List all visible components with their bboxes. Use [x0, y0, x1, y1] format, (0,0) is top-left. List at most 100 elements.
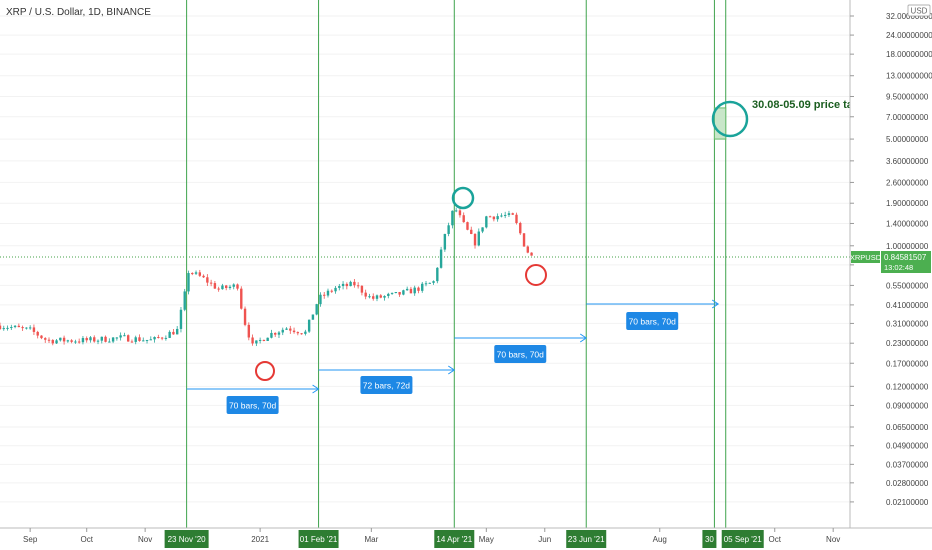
price-tick-label: 0.31000000: [886, 319, 929, 328]
measure-label-box[interactable]: [226, 396, 279, 414]
measure-label-box[interactable]: [360, 376, 413, 394]
price-tick-label: 0.02100000: [886, 498, 929, 507]
candle-body: [311, 314, 315, 320]
measure-tools[interactable]: 70 bars, 70d 72 bars, 72d 70 bars, 70d 70 b…: [186, 299, 720, 414]
candle-body: [262, 339, 266, 342]
price-tick-label: 0.04900000: [886, 442, 929, 451]
price-tick-label: 5.00000000: [886, 135, 929, 144]
candle-body: [47, 339, 51, 341]
candle-body: [503, 214, 507, 216]
candle-body: [368, 296, 371, 298]
candle-body: [115, 337, 119, 339]
price-tick-label: 0.03700000: [886, 460, 929, 469]
candle-body: [85, 338, 88, 341]
time-marker-tag: [164, 530, 209, 548]
candle-body: [28, 327, 32, 329]
candle-body: [2, 328, 5, 330]
candle-body: [40, 335, 43, 339]
time-label: Nov: [138, 535, 152, 544]
price-tick-label: 0.23000000: [886, 339, 929, 348]
candle-body: [36, 331, 39, 336]
candle-body: [149, 339, 152, 341]
target-circle: [711, 100, 749, 138]
candle-body: [217, 288, 220, 290]
time-marker-tag: [702, 530, 717, 548]
candle-body: [409, 288, 413, 294]
candle-body: [458, 210, 462, 216]
candle-body: [266, 337, 269, 342]
arrow-head: [312, 384, 320, 394]
time-marker-label: 01 Feb '21: [300, 535, 338, 544]
candle-body: [530, 252, 533, 256]
candle-body: [285, 328, 288, 330]
time-marker-label: 23 Jun '21: [568, 535, 605, 544]
candle-body: [168, 331, 171, 338]
candle-body: [6, 327, 9, 329]
time-label: Aug: [653, 535, 667, 544]
measure-label: 72 bars, 72d: [363, 381, 411, 391]
candle-body: [134, 337, 137, 342]
candle-body: [526, 246, 529, 253]
price-tick-label: 32.00000000: [886, 12, 932, 21]
candle-body: [247, 324, 251, 338]
candle-body: [153, 337, 156, 340]
candle-body: [228, 286, 232, 289]
candle-body: [319, 294, 322, 305]
candle-body: [206, 277, 209, 283]
candle-body: [511, 213, 514, 215]
candle-body: [44, 338, 47, 340]
recent-low-circle: [525, 264, 547, 286]
candle-body: [356, 285, 360, 287]
candle-body: [236, 284, 239, 289]
candle-body: [111, 337, 115, 342]
candle-body: [481, 227, 484, 232]
candle-body: [172, 331, 175, 335]
candle-body: [353, 281, 356, 286]
candle-body: [424, 283, 428, 285]
candle-body: [213, 283, 217, 289]
price-tick-label: 1.40000000: [886, 219, 929, 228]
high-circle: [451, 186, 475, 210]
candle-body: [198, 272, 202, 276]
candle-body: [17, 325, 21, 328]
candle-body: [108, 341, 111, 343]
time-marker-tag: [434, 530, 475, 548]
candle-body: [372, 296, 375, 299]
candle-body: [349, 281, 352, 287]
candle-body: [507, 213, 511, 215]
price-tick-label: 0.12000000: [886, 382, 929, 391]
current-price-label: 0.84581507: [884, 253, 927, 262]
candle-body: [341, 283, 345, 287]
candle-body: [436, 267, 439, 282]
candle-body: [77, 341, 81, 343]
candle-body: [81, 338, 85, 343]
candle-body: [209, 282, 213, 284]
candle-body: [187, 273, 190, 292]
chart-title: XRP / U.S. Dollar, 1D, BINANCE: [6, 7, 151, 18]
candle-body: [202, 275, 205, 278]
candle-body: [251, 337, 254, 344]
candle-body: [515, 214, 518, 224]
candle-body: [485, 216, 488, 228]
candle-body: [496, 216, 499, 220]
candle-body: [145, 339, 149, 341]
candle-body: [473, 233, 477, 246]
measure-label-box[interactable]: [626, 312, 679, 330]
price-tick-label: 0.41000000: [886, 301, 929, 310]
candle-body: [379, 295, 382, 298]
price-tick-label: 2.60000000: [886, 178, 929, 187]
candle-body: [51, 340, 54, 344]
candle-body: [428, 282, 431, 284]
time-marker-label: 05 Sep '21: [724, 535, 763, 544]
time-label: May: [479, 535, 494, 544]
time-label: Oct: [769, 535, 782, 544]
time-label: 2021: [251, 535, 269, 544]
price-tick-label: 0.55000000: [886, 281, 929, 290]
candle-body: [157, 337, 160, 339]
measure-label-box[interactable]: [494, 345, 547, 363]
time-axis[interactable]: Sep Oct Nov 2021 Mar May Jun Aug Oct Nov 23 Nov '2…: [23, 528, 840, 548]
currency-badge[interactable]: [907, 4, 931, 17]
price-tick-label: 0.06500000: [886, 423, 929, 432]
candle-body: [258, 339, 262, 341]
